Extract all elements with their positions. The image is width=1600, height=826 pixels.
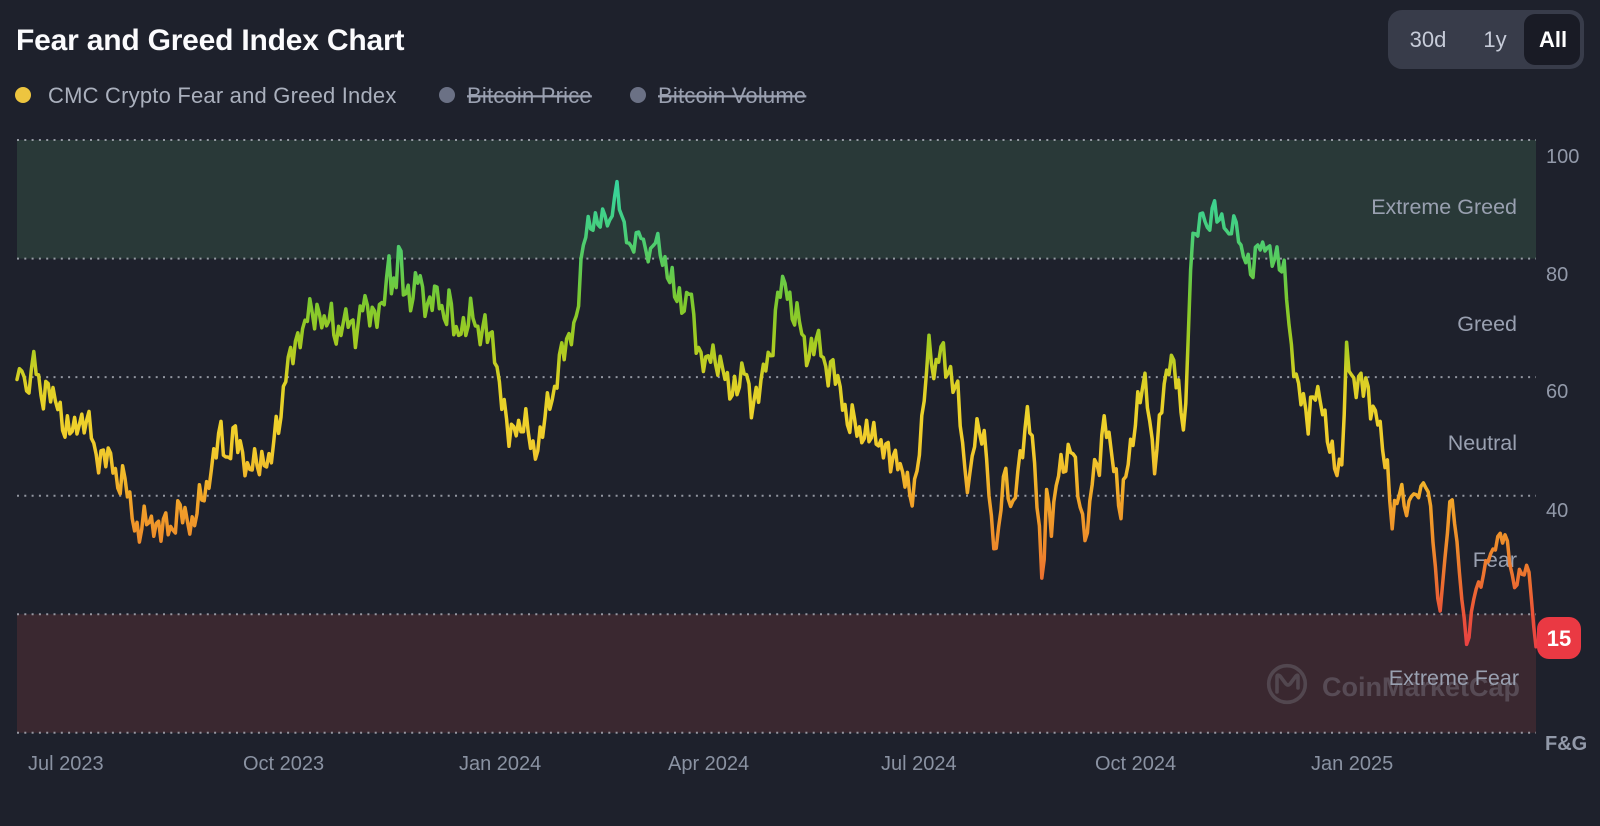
svg-text:Fear and Greed Index Chart: Fear and Greed Index Chart xyxy=(16,24,404,57)
svg-text:30d: 30d xyxy=(1410,27,1447,52)
svg-text:60: 60 xyxy=(1546,381,1568,403)
svg-text:Jul 2024: Jul 2024 xyxy=(881,753,957,775)
svg-text:Jan 2024: Jan 2024 xyxy=(459,753,541,775)
svg-text:Bitcoin Price: Bitcoin Price xyxy=(467,83,592,108)
svg-text:100: 100 xyxy=(1546,146,1579,168)
svg-text:CMC Crypto Fear and Greed Inde: CMC Crypto Fear and Greed Index xyxy=(48,83,397,108)
svg-text:Oct 2024: Oct 2024 xyxy=(1095,753,1176,775)
svg-text:CoinMarketCap: CoinMarketCap xyxy=(1322,672,1520,702)
svg-text:All: All xyxy=(1539,27,1567,52)
svg-text:Apr 2024: Apr 2024 xyxy=(668,753,749,775)
svg-text:Extreme Fear: Extreme Fear xyxy=(1389,666,1519,690)
svg-text:Bitcoin Volume: Bitcoin Volume xyxy=(658,83,806,108)
svg-text:Oct 2023: Oct 2023 xyxy=(243,753,324,775)
svg-text:Jul 2023: Jul 2023 xyxy=(28,753,104,775)
svg-text:15: 15 xyxy=(1547,626,1571,651)
svg-text:Greed: Greed xyxy=(1457,312,1517,336)
svg-text:F&G: F&G xyxy=(1545,733,1587,755)
svg-text:1y: 1y xyxy=(1483,27,1506,52)
svg-text:Jan 2025: Jan 2025 xyxy=(1311,753,1393,775)
svg-text:Extreme Greed: Extreme Greed xyxy=(1371,195,1517,219)
svg-text:80: 80 xyxy=(1546,264,1568,286)
svg-text:40: 40 xyxy=(1546,500,1568,522)
svg-text:Neutral: Neutral xyxy=(1448,431,1517,455)
